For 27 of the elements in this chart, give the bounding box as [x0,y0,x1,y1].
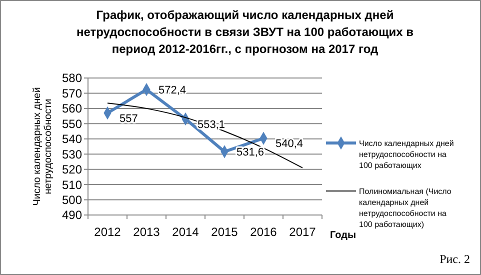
legend-label: Полиномиальная (Число календарных дней нетрудоспособности на 100 работающих) [359,187,452,229]
legend-label: Число календарных дней нетрудоспособности на 100 работающих [359,139,454,170]
y-tick-label: 560 [62,102,82,116]
x-axis-title: Годы [330,230,356,241]
y-tick-label: 500 [62,192,82,207]
y-tick-label: 490 [62,208,82,222]
y-tick-label: 540 [62,132,82,146]
line-series [107,102,303,168]
x-tick-label: 2012 [94,225,122,239]
x-tick-label: 2015 [211,225,238,239]
data-label: 557 [120,112,138,125]
x-tick-label: 2017 [289,225,316,239]
y-tick-label: 510 [62,178,82,192]
x-tick-label: 2016 [250,225,278,239]
x-tick-label: 2013 [133,225,160,239]
y-tick-label: 530 [62,147,82,162]
y-axis-title: Число календарных дней нетрудоспособности [32,87,54,206]
data-label: 540,4 [276,138,304,150]
y-tick-label: 520 [62,162,82,177]
x-tick-label: 2014 [172,225,200,239]
y-tick-label: 570 [62,86,82,100]
data-label: 531,6 [236,146,264,159]
chart-title: График, отображающий число календарных дней нетрудоспособности в связи ЗВУТ на 100 работающих в период 2012-2016гг., с прогнозом на 2017 год [76,8,414,56]
y-tick-label: 550 [62,116,82,131]
data-label: 572,4 [158,84,186,96]
text: Рис. 2 [440,252,470,266]
y-tick-label: 580 [62,71,82,86]
